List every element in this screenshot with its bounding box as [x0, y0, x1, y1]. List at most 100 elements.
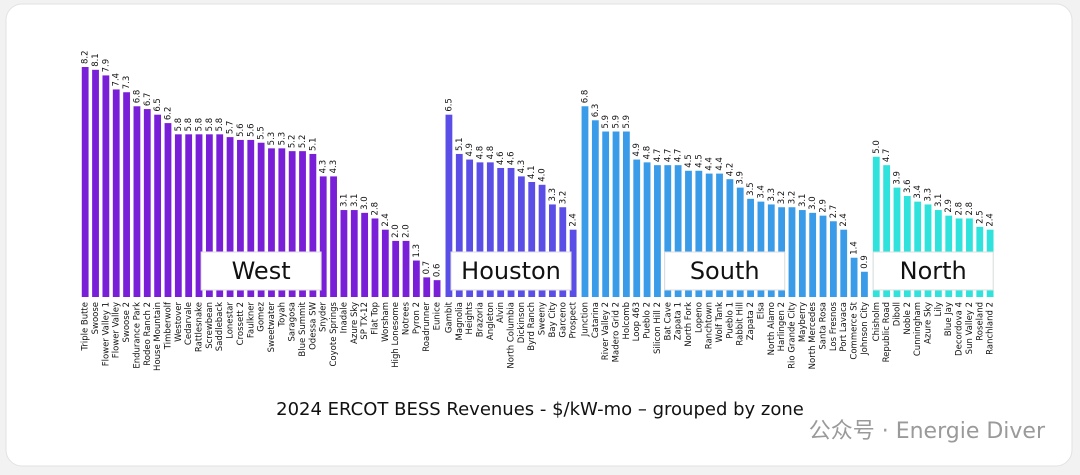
- value-label: 2.9: [819, 199, 829, 213]
- bar: [185, 134, 193, 297]
- x-tick-label: Harlingen 2: [777, 302, 787, 351]
- x-tick-label: Roseland: [975, 302, 985, 341]
- value-label: 4.7: [882, 149, 892, 163]
- x-tick-label: Inadale: [339, 302, 349, 333]
- value-label: 6.2: [163, 107, 173, 121]
- bar: [809, 212, 817, 297]
- x-tick-label: Snyder: [319, 301, 329, 331]
- value-label: 3.2: [787, 191, 797, 205]
- bar: [92, 69, 99, 298]
- value-label: 5.6: [236, 123, 246, 137]
- bar: [883, 165, 891, 297]
- x-tick-label: Republic Road: [882, 302, 892, 362]
- x-tick-label: Zapata 2: [746, 302, 756, 340]
- x-tick-label: Flower Valley 1: [101, 302, 111, 366]
- value-label: 2.4: [839, 213, 849, 227]
- bar: [549, 204, 556, 297]
- x-tick-label: Noble 2: [903, 302, 913, 335]
- value-label: 0.7: [422, 261, 432, 275]
- bar: [872, 156, 880, 297]
- x-tick-label: Westover: [174, 302, 184, 342]
- bar: [102, 75, 110, 297]
- value-label: 1.3: [412, 244, 422, 258]
- x-tick-label: Sweeny: [538, 302, 548, 335]
- value-label: 4.7: [663, 149, 673, 163]
- x-tick-label: Toyah: [277, 302, 287, 328]
- x-tick-label: Lopeno: [694, 302, 704, 333]
- value-label: 4.4: [705, 157, 715, 171]
- x-tick-label: Rio Grande City: [787, 302, 797, 369]
- zone-label: South: [690, 257, 760, 285]
- bar: [237, 139, 244, 297]
- x-tick-label: Azure Sky: [924, 302, 934, 344]
- value-label: 3.3: [548, 188, 558, 202]
- value-label: 5.0: [872, 140, 882, 154]
- bar: [340, 210, 348, 297]
- x-tick-label: Magnolia: [455, 302, 465, 340]
- bar: [861, 271, 868, 297]
- value-label: 0.6: [433, 264, 443, 278]
- x-tick-label: SP TX-12: [360, 302, 370, 340]
- x-tick-label: Bat Cave: [663, 302, 673, 340]
- value-label: 3.4: [756, 185, 766, 199]
- bar: [205, 134, 213, 297]
- x-tick-label: Eunice: [433, 302, 443, 330]
- bar: [247, 139, 255, 297]
- x-tick-label: River Valley 2: [601, 302, 611, 360]
- bar: [507, 167, 515, 297]
- value-label: 4.6: [496, 151, 506, 165]
- x-tick-label: House Mountain: [153, 302, 163, 371]
- x-tick-label: Endurance Park: [132, 302, 142, 369]
- bar: [581, 106, 589, 297]
- x-tick-label: Blue Jay: [944, 302, 954, 336]
- chart-title: 2024 ERCOT BESS Revenues - $/kW-mo – gro…: [276, 399, 804, 420]
- x-tick-label: Flat Top: [370, 302, 380, 335]
- bar: [914, 201, 922, 297]
- x-tick-label: North Alamo: [767, 302, 777, 355]
- bar: [143, 109, 151, 297]
- bar: [612, 131, 620, 297]
- bar: [371, 218, 379, 297]
- bar: [705, 173, 713, 297]
- value-label: 2.4: [569, 213, 579, 227]
- value-label: 4.9: [632, 143, 642, 157]
- x-tick-label: Garceno: [558, 302, 568, 338]
- x-tick-label: Santa Rosa: [819, 302, 829, 350]
- value-label: 2.0: [391, 224, 401, 238]
- bar: [788, 207, 796, 297]
- bar: [81, 67, 89, 297]
- zone-label: West: [232, 257, 291, 285]
- bar: [528, 182, 536, 297]
- x-tick-label: Heights: [465, 301, 475, 334]
- x-tick-label: Dickinson: [517, 302, 527, 343]
- bar: [423, 277, 431, 297]
- x-tick-label: North Columbia: [507, 302, 517, 369]
- x-tick-label: Decordova 4: [955, 302, 965, 356]
- value-label: 8.2: [81, 50, 91, 64]
- value-label: 4.7: [653, 149, 663, 163]
- bar: [174, 134, 182, 297]
- value-label: 3.1: [934, 194, 944, 208]
- value-label: 5.8: [205, 118, 215, 132]
- bar: [674, 165, 682, 297]
- bar: [445, 114, 453, 298]
- x-tick-label: Worsham: [381, 302, 391, 342]
- bar: [350, 210, 358, 297]
- value-label: 4.8: [486, 146, 496, 160]
- x-tick-label: Wolf Tank: [715, 302, 725, 343]
- bar: [664, 165, 672, 297]
- bar: [466, 159, 474, 297]
- bar: [257, 142, 265, 297]
- value-label: 4.8: [475, 146, 485, 160]
- x-tick-label: Saragosa: [288, 302, 298, 342]
- x-tick-label: Los Fresnos: [829, 301, 839, 351]
- bar: [433, 280, 441, 297]
- x-tick-label: Brazoria: [475, 302, 485, 337]
- x-tick-label: Lily: [934, 302, 944, 317]
- value-label: 4.6: [507, 151, 517, 165]
- value-label: 6.5: [444, 98, 454, 112]
- value-label: 2.8: [955, 202, 965, 216]
- value-label: 5.8: [184, 118, 194, 132]
- value-label: 3.6: [903, 179, 913, 193]
- x-tick-label: Swoose 2: [122, 302, 132, 343]
